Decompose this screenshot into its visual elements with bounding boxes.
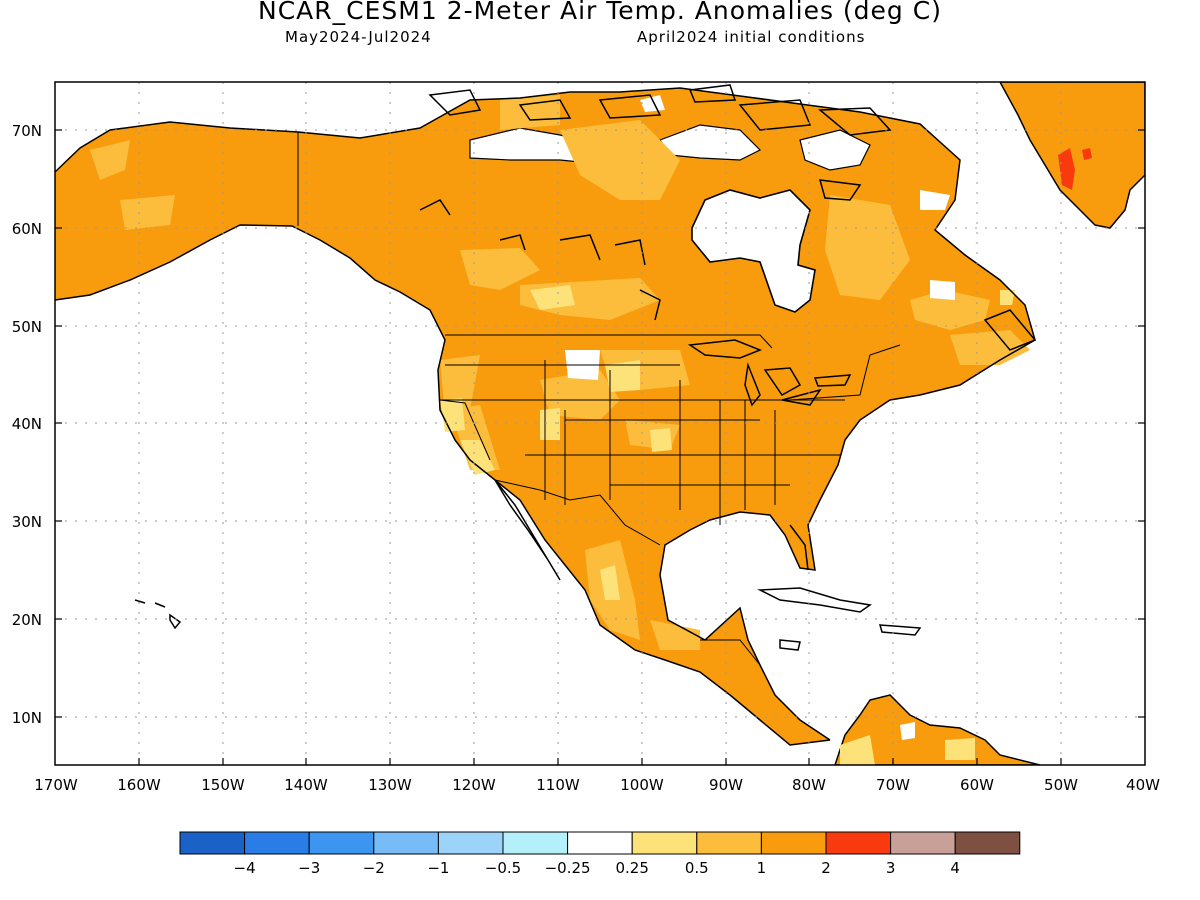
greenland-land bbox=[999, 82, 1145, 229]
colorbar-label-3: −2 bbox=[363, 859, 385, 877]
colorbar-box-4 bbox=[373, 831, 439, 855]
colorbar-label-6: −0.25 bbox=[545, 859, 591, 877]
colorbar-box-8 bbox=[631, 831, 698, 855]
colorbar bbox=[179, 831, 1021, 855]
lat-label-40n: 40N bbox=[12, 415, 42, 433]
lat-label-70n: 70N bbox=[12, 122, 42, 140]
greenland-hot-spot bbox=[1058, 148, 1075, 190]
lat-label-60n: 60N bbox=[12, 220, 42, 238]
colorbar-box-12 bbox=[890, 831, 956, 855]
colorbar-box-6 bbox=[502, 831, 569, 855]
colorbar-box-11 bbox=[825, 831, 892, 855]
colorbar-label-1: −4 bbox=[234, 859, 256, 877]
colorbar-box-13 bbox=[954, 831, 1021, 855]
lon-label-130w: 130W bbox=[368, 776, 412, 794]
lat-label-30n: 30N bbox=[12, 513, 42, 531]
south-america-land bbox=[834, 694, 1041, 765]
colorbar-label-10: 2 bbox=[821, 859, 831, 877]
colorbar-box-7 bbox=[567, 831, 633, 855]
coastlines bbox=[55, 84, 1037, 746]
lon-label-90w: 90W bbox=[709, 776, 743, 794]
lon-label-110w: 110W bbox=[536, 776, 580, 794]
colorbar-label-2: −3 bbox=[298, 859, 320, 877]
lat-label-10n: 10N bbox=[12, 709, 42, 727]
colorbar-box-2 bbox=[244, 831, 310, 855]
colorbar-label-11: 3 bbox=[886, 859, 896, 877]
lat-label-20n: 20N bbox=[12, 611, 42, 629]
lon-label-150w: 150W bbox=[201, 776, 245, 794]
lon-label-80w: 80W bbox=[792, 776, 826, 794]
colorbar-box-10 bbox=[760, 831, 827, 855]
colorbar-label-12: 4 bbox=[950, 859, 960, 877]
colorbar-label-9: 1 bbox=[757, 859, 767, 877]
lon-label-160w: 160W bbox=[117, 776, 161, 794]
colorbar-label-5: −0.5 bbox=[485, 859, 521, 877]
lon-label-70w: 70W bbox=[876, 776, 910, 794]
hudson-bay bbox=[691, 189, 816, 313]
colorbar-label-4: −1 bbox=[427, 859, 449, 877]
lon-label-140w: 140W bbox=[284, 776, 328, 794]
lon-label-120w: 120W bbox=[452, 776, 496, 794]
map-title: NCAR_CESM1 2-Meter Air Temp. Anomalies (… bbox=[258, 0, 942, 25]
lon-label-60w: 60W bbox=[960, 776, 994, 794]
initial-conditions: April2024 initial conditions bbox=[637, 28, 866, 46]
lon-label-50w: 50W bbox=[1044, 776, 1078, 794]
lon-label-170w: 170W bbox=[34, 776, 78, 794]
lat-label-50n: 50N bbox=[12, 318, 42, 336]
lon-label-40w: 40W bbox=[1126, 776, 1160, 794]
colorbar-labels: −4 −3 −2 −1 −0.5 −0.25 0.25 0.5 1 2 3 4 bbox=[234, 859, 960, 877]
colorbar-box-5 bbox=[437, 831, 504, 855]
colorbar-box-1 bbox=[179, 831, 246, 855]
political-boundaries bbox=[297, 132, 901, 666]
gridlines bbox=[55, 82, 1145, 765]
forecast-period: May2024-Jul2024 bbox=[285, 28, 432, 46]
land-shading bbox=[55, 82, 1145, 765]
colorbar-box-9 bbox=[696, 831, 762, 855]
colorbar-label-8: 0.5 bbox=[685, 859, 709, 877]
colorbar-box-3 bbox=[308, 831, 375, 855]
lon-label-100w: 100W bbox=[620, 776, 664, 794]
colorbar-label-7: 0.25 bbox=[615, 859, 648, 877]
